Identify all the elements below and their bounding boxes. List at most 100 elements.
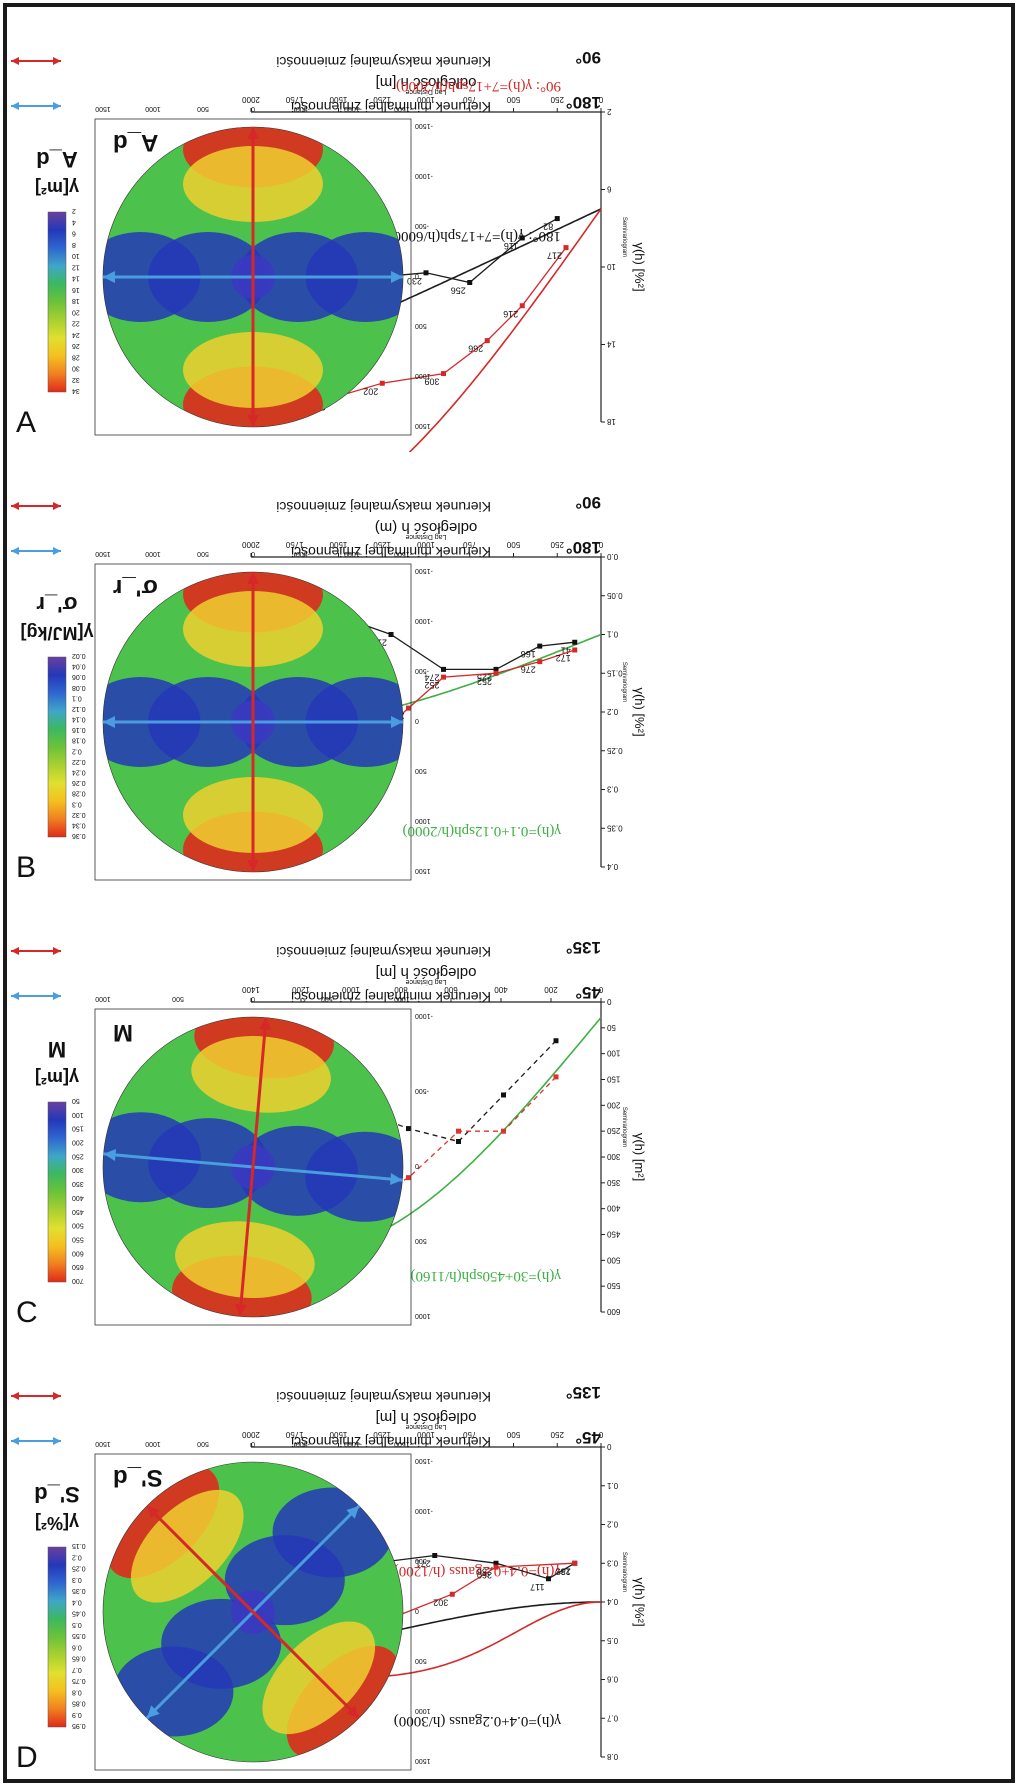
- color-scale: 0.15 0.2 0.25 0.3 0.35 0.4 0.45 0.5 0.55 0.6 0.65 0…: [34, 1482, 85, 1729]
- color-scale-tick: 250: [72, 1152, 84, 1159]
- point-count-label: 117: [530, 1582, 544, 1592]
- data-point: [519, 235, 525, 241]
- map-x-tick: -500: [296, 105, 310, 112]
- color-scale-tick: 0.35: [72, 1587, 86, 1594]
- min-direction-arrow-head: [146, 1705, 160, 1719]
- map-y-tick: 500: [415, 1657, 427, 1664]
- color-scale-bar: [47, 656, 67, 838]
- color-scale-tick: 26: [72, 342, 80, 349]
- max-direction-arrow: [238, 1017, 268, 1317]
- x-tick-label: 0: [598, 95, 603, 104]
- point-count-label: 216: [503, 309, 518, 319]
- map-x-tick: 1000: [145, 1440, 161, 1447]
- map-frame: [94, 563, 412, 881]
- map-frame: [94, 1453, 412, 1771]
- data-point: [484, 338, 490, 344]
- min-direction-arrow-head: [389, 1173, 403, 1186]
- panel-svg: 0 250 500 750 1000 1250 1500 1750 2000 0.0 0.05 0.1…: [11, 493, 647, 884]
- color-scale-tick: 300: [72, 1166, 84, 1173]
- variogram-map: -1500 -1500 -1000 -1000 -500 -500 0 0 500 500 1000…: [94, 550, 433, 881]
- max-direction-arrow-head: [146, 1505, 160, 1519]
- data-point: [493, 1564, 499, 1570]
- y-tick-label: 14: [606, 340, 615, 349]
- y-axis-subtitle: Semivariogram: [621, 1107, 627, 1147]
- map-parameter-label: σ'_r: [113, 574, 158, 601]
- data-point: [537, 643, 543, 649]
- x-tick-label: 0: [598, 1430, 603, 1439]
- x-tick-label: 250: [550, 1430, 564, 1439]
- map-y-tick: 0: [415, 272, 419, 279]
- color-scale-tick: 34: [72, 387, 80, 394]
- min-direction-text: Kierunek minimalnej zmienności: [291, 989, 491, 1005]
- x-tick-label: 500: [506, 95, 520, 104]
- y-axis-title: γ(h) [%²]: [632, 687, 647, 736]
- max-direction-text: Kierunek maksymalnej zmienności: [276, 1389, 491, 1405]
- map-x-tick: 1500: [95, 550, 111, 557]
- color-scale-tick: 0.65: [72, 1655, 86, 1662]
- map-y-tick: 0: [415, 1607, 419, 1614]
- map-y-tick: 1500: [415, 422, 431, 429]
- x-tick-label: 1500: [329, 1430, 347, 1439]
- panel-svg: 02505007501000125015001750200026101418od…: [11, 48, 647, 539]
- map-x-tick: 500: [197, 550, 209, 557]
- map-y-tick: 1500: [415, 1757, 431, 1764]
- min-direction-arrow-head: [103, 716, 115, 728]
- parameter-label: S'_d: [34, 1482, 80, 1507]
- color-scale-tick: 2: [72, 207, 76, 214]
- map-outline: [102, 1016, 404, 1318]
- color-scale-tick: 0.2: [72, 1553, 82, 1560]
- color-scale-tick: 0.8: [72, 1688, 82, 1695]
- point-count-label: 230: [407, 276, 422, 286]
- map-x-tick: -1000: [344, 1440, 362, 1447]
- map-y-tick: -1500: [415, 122, 433, 129]
- y-tick-label: 500: [606, 1255, 620, 1264]
- point-count-label: 18: [561, 1566, 571, 1576]
- color-scale-tick: 0.34: [72, 821, 86, 828]
- data-point: [493, 670, 499, 676]
- map-x-tick: 1500: [95, 105, 111, 112]
- point-count-label: 252: [424, 680, 439, 690]
- x-tick-label: 0: [598, 540, 603, 549]
- map-y-tick: -1000: [415, 1012, 433, 1019]
- legend-arrowhead: [11, 57, 19, 65]
- y-tick-label: 10: [606, 262, 615, 271]
- y-tick-label: 550: [606, 1281, 620, 1290]
- map-y-tick: -1000: [415, 617, 433, 624]
- x-tick-label: 1500: [329, 95, 347, 104]
- y-axis-title: γ(h) [%²]: [632, 242, 647, 291]
- x-tick-label: 750: [463, 95, 477, 104]
- point-count-label: 202: [363, 386, 378, 396]
- model-equation: γ(h)=0.4+0.2gauss (h/1200): [394, 1563, 562, 1579]
- map-y-tick: 500: [415, 1237, 427, 1244]
- map-y-tick: -500: [415, 222, 429, 229]
- parameter-label: M: [48, 1037, 66, 1062]
- color-scale-tick: 0.25: [72, 1565, 86, 1572]
- map-x-tick: 1000: [145, 550, 161, 557]
- y-axis-subtitle: Semivariogram: [621, 662, 627, 702]
- max-direction-arrow-head: [247, 860, 259, 872]
- map-y-tick: -1500: [415, 1457, 433, 1464]
- color-scale-tick: 30: [72, 365, 80, 372]
- x-axis-title: odległość h [m]: [376, 74, 477, 91]
- color-scale-tick: 8: [72, 241, 76, 248]
- x-tick-label: 1750: [285, 540, 303, 549]
- legend-arrowhead: [11, 947, 19, 955]
- map-x-tick: 0: [251, 105, 255, 112]
- x-tick-label: 1400: [242, 985, 260, 994]
- legend-arrowhead: [11, 102, 19, 110]
- color-scale-tick: 400: [72, 1194, 84, 1201]
- map-x-tick: -500: [296, 1440, 310, 1447]
- color-scale-bar: [47, 1101, 67, 1283]
- max-direction-arrow-head: [234, 1303, 247, 1317]
- map-frame: [94, 118, 412, 436]
- x-tick-label: 750: [463, 1430, 477, 1439]
- color-scale-tick: 500: [72, 1222, 84, 1229]
- data-point: [537, 659, 543, 665]
- point-count-label: 233: [556, 1566, 571, 1576]
- y-axis-subtitle: Semivariogram: [621, 1552, 627, 1592]
- map-x-tick: -1500: [394, 1440, 412, 1447]
- map-x-tick: -500: [321, 995, 335, 1002]
- panel-rotated-content: 0 250 500 750 1000 1250 1500 1750 2000 0 0.1 0.2 0.3…: [3, 1342, 1021, 1787]
- legend-arrowhead: [11, 1437, 19, 1445]
